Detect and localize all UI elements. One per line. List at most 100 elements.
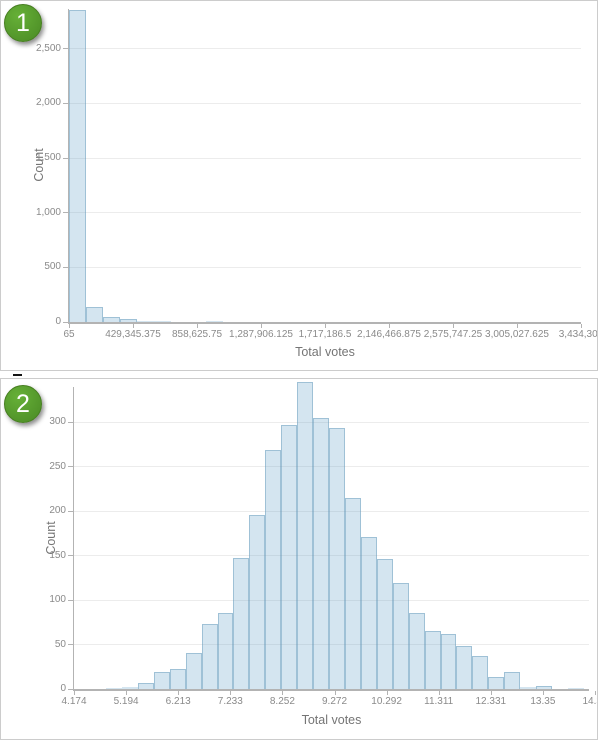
- histogram-bar: [440, 633, 457, 689]
- gridline: [69, 48, 581, 50]
- histogram-bar: [233, 558, 250, 689]
- x-tick-mark: [386, 691, 388, 695]
- histogram-bar: [408, 613, 425, 689]
- histogram-bar: [169, 668, 186, 689]
- gridline: [74, 466, 589, 467]
- y-tick-label: 0: [60, 683, 66, 694]
- histogram-bar: [120, 318, 138, 322]
- y-tick-mark: [63, 48, 68, 50]
- gridline: [74, 644, 589, 645]
- histogram-bar: [424, 631, 441, 689]
- y-axis-line: [73, 387, 74, 691]
- histogram-bar: [69, 10, 87, 322]
- x-tick-label: 10.292: [371, 696, 402, 707]
- histogram-bar: [121, 687, 138, 689]
- y-tick-label: 150: [49, 549, 66, 561]
- histogram-bar: [137, 320, 155, 322]
- histogram-bar: [520, 687, 537, 689]
- y-tick-mark: [63, 157, 68, 159]
- gridline: [69, 266, 581, 268]
- x-tick-label: 13.35: [530, 696, 556, 707]
- histogram-bar: [137, 682, 154, 689]
- histogram-bar: [488, 677, 505, 689]
- x-tick-mark: [126, 691, 128, 695]
- x-tick-mark: [178, 691, 180, 695]
- histogram-bar: [313, 417, 329, 689]
- histogram-bar: [297, 381, 314, 689]
- histogram-panel-1: 1 Count 0 500 1,000 1,500 2,000 2,500 65 429,34…: [0, 0, 598, 371]
- y-tick-mark: [68, 510, 73, 512]
- y-tick-label: 300: [49, 416, 66, 427]
- y-tick-label: 1,500: [35, 152, 61, 164]
- x-tick-mark: [69, 324, 70, 328]
- gridline: [69, 212, 581, 214]
- x-tick-label: 3,005,027.625: [485, 329, 549, 340]
- histogram-bar: [205, 321, 223, 322]
- x-tick-label: 12.331: [475, 696, 507, 707]
- x-tick-label: 9.272: [321, 696, 348, 707]
- x-tick-mark: [517, 324, 518, 328]
- histogram-bar: [106, 688, 122, 689]
- gridline: [74, 421, 589, 423]
- histogram-bar: [329, 428, 345, 689]
- y-axis-line: [68, 9, 69, 324]
- y-tick-mark: [68, 688, 73, 690]
- x-tick-label: 11.311: [424, 696, 454, 707]
- y-tick-mark: [68, 599, 73, 601]
- y-tick-label: 2,500: [35, 42, 61, 54]
- y-tick-mark: [68, 421, 73, 423]
- x-tick-label: 8.252: [269, 696, 295, 707]
- y-tick-label: 500: [44, 261, 61, 273]
- histogram-bar: [536, 686, 553, 689]
- y-tick-mark: [68, 555, 73, 556]
- histogram-bar: [472, 656, 489, 689]
- gridline: [69, 157, 581, 159]
- histogram-bar: [153, 672, 170, 689]
- histogram-bar: [103, 316, 121, 322]
- histogram-bar: [360, 536, 377, 689]
- histogram-bar: [504, 672, 521, 689]
- gridline: [69, 102, 581, 104]
- histogram-chart-1: 0 500 1,000 1,500 2,000 2,500 65 429,345.375 858…: [1, 1, 597, 370]
- x-tick-label: 858,625.75: [171, 329, 223, 340]
- x-tick-mark: [389, 324, 390, 328]
- x-tick-mark: [595, 691, 596, 695]
- x-tick-mark: [334, 691, 336, 695]
- histogram-bar: [249, 514, 266, 689]
- x-tick-label: 14.37: [582, 696, 597, 707]
- x-tick-label: 1,287,906.125: [229, 329, 293, 340]
- histogram-bar: [281, 424, 298, 689]
- x-axis-title-2: Total votes: [301, 713, 362, 727]
- x-tick-label: 2,575,747.25: [423, 329, 483, 340]
- histogram-bar: [567, 688, 584, 689]
- histogram-bar: [154, 321, 172, 322]
- gridline: [74, 599, 589, 601]
- y-tick-mark: [68, 466, 73, 467]
- cropped-text-artifact: [13, 374, 22, 376]
- y-tick-label: 250: [49, 460, 66, 472]
- x-axis-title-1: Total votes: [295, 345, 355, 359]
- histogram-bar: [376, 559, 393, 689]
- histogram-bar: [344, 497, 361, 689]
- histogram-bar: [185, 652, 202, 689]
- x-tick-label: 3,434,308: [558, 329, 598, 340]
- y-tick-label: 50: [54, 638, 66, 650]
- histogram-bar: [392, 583, 409, 689]
- x-tick-label: 7.233: [217, 696, 243, 707]
- x-tick-mark: [453, 324, 454, 328]
- x-tick-label: 2,146,466.875: [357, 329, 421, 340]
- histogram-chart-2: 0 50 100 150 200 250 300 4.174 5.194 6.213 7.233 8.…: [1, 379, 597, 739]
- y-tick-label: 2,000: [35, 97, 61, 109]
- x-tick-mark: [230, 691, 232, 695]
- step-badge-1: 1: [4, 4, 42, 42]
- x-tick-mark: [542, 691, 544, 695]
- y-tick-mark: [68, 644, 73, 645]
- x-tick-label: 65: [63, 329, 75, 340]
- y-tick-label: 0: [55, 316, 61, 327]
- gridline: [74, 555, 589, 556]
- x-tick-mark: [490, 691, 492, 695]
- y-tick-mark: [63, 266, 68, 268]
- y-tick-mark: [63, 321, 68, 323]
- x-axis-line: [73, 689, 589, 691]
